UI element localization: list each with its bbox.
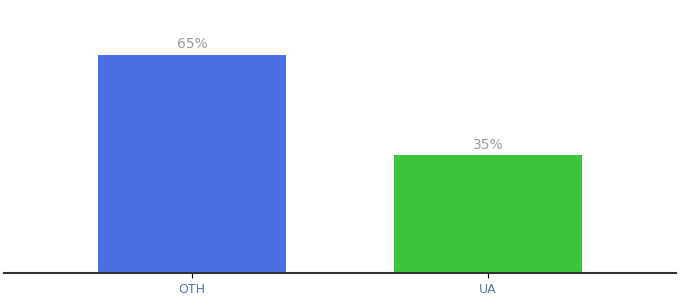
Bar <box>394 155 582 273</box>
Bar <box>98 55 286 273</box>
Text: 35%: 35% <box>473 138 503 152</box>
Text: 65%: 65% <box>177 37 207 51</box>
